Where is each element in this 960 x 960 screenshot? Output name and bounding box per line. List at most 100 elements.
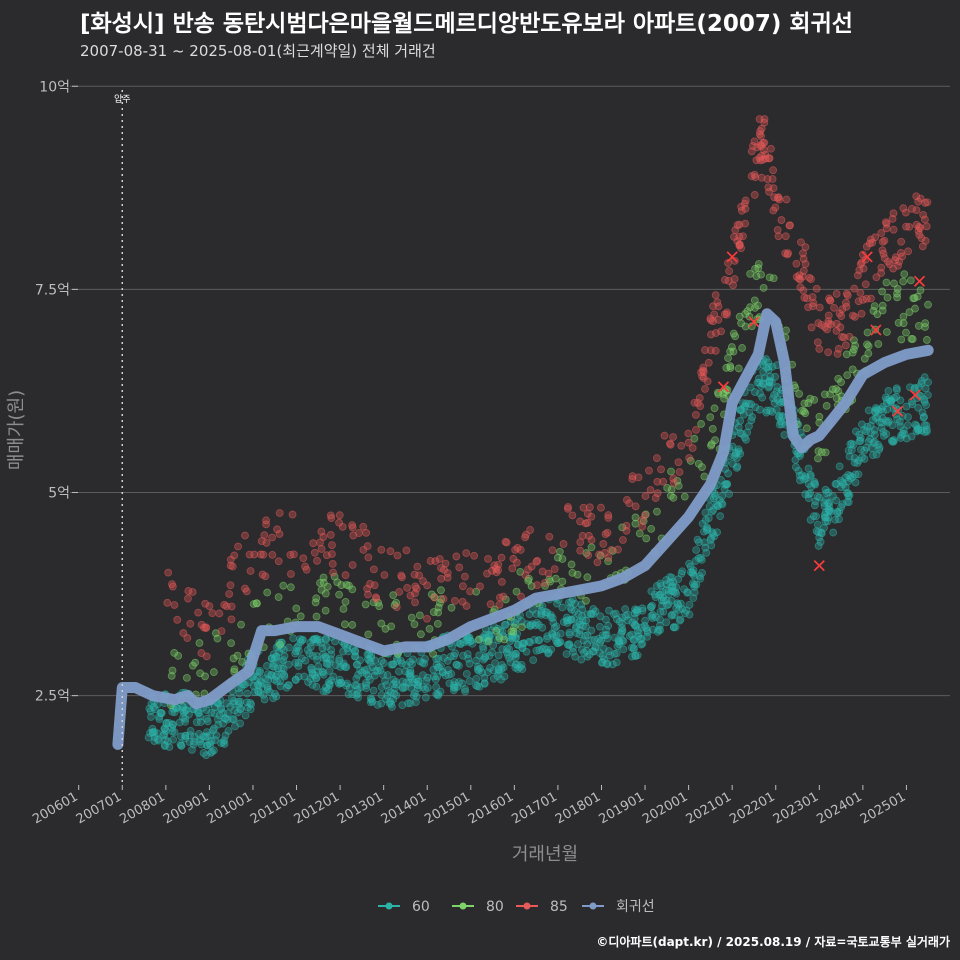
data-point-60 [870,438,879,446]
data-point-80 [804,399,813,407]
data-point-85 [815,303,824,312]
data-point-85 [751,173,760,181]
data-point-85 [508,564,517,573]
data-point-60 [465,677,474,685]
data-point-60 [413,680,422,689]
data-point-85 [877,263,886,272]
data-point-80 [795,389,803,398]
data-point-80 [906,276,915,285]
data-point-60 [868,451,877,459]
data-point-60 [276,682,285,691]
data-point-60 [555,638,564,647]
data-point-85 [322,551,331,560]
data-point-60 [326,655,335,664]
data-point-60 [759,379,768,388]
data-point-85 [737,206,746,215]
data-point-60 [724,469,733,478]
data-point-85 [200,623,208,632]
x-tick-label: 202301 [771,789,821,827]
data-point-60 [453,683,462,691]
data-point-60 [478,642,487,651]
data-point-85 [234,542,242,551]
data-point-85 [502,538,511,547]
legend-item-0[interactable]: 60 [378,899,430,915]
data-point-60 [377,699,386,708]
data-point-60 [734,445,743,454]
data-point-85 [653,489,662,498]
data-point-85 [878,246,887,255]
data-point-80 [893,293,902,302]
data-point-85 [286,551,295,559]
data-point-60 [668,610,677,619]
data-point-60 [406,699,415,708]
data-point-80 [750,296,759,305]
data-point-60 [813,520,822,529]
data-point-60 [439,654,448,662]
data-point-60 [637,640,646,649]
data-point-85 [792,272,801,281]
data-point-60 [222,699,231,708]
data-point-60 [815,493,824,502]
data-point-85 [568,511,577,520]
data-point-60 [583,652,592,661]
data-point-85 [194,608,203,617]
data-point-85 [767,144,775,153]
data-point-60 [538,623,547,632]
data-point-80 [706,413,715,422]
data-point-85 [227,615,236,624]
data-point-60 [408,675,417,683]
legend-item-3[interactable]: 회귀선 [582,899,655,915]
data-point-85 [645,466,653,475]
data-point-85 [862,294,871,303]
data-point-60 [525,610,534,619]
legend[interactable]: 60 80 85 회귀선 [378,899,655,915]
highlight-marker [726,251,738,263]
data-point-60 [443,657,452,665]
highlight-marker [870,324,882,336]
data-point-85 [275,530,284,538]
data-point-80 [802,424,811,433]
x-tick-label: 202501 [858,789,908,827]
data-point-60 [236,719,245,728]
data-point-60 [884,387,893,395]
data-point-60 [598,631,607,640]
data-point-60 [610,633,619,642]
data-point-85 [301,562,309,571]
data-point-85 [222,602,231,611]
data-point-60 [206,748,215,757]
data-point-60 [325,666,334,675]
data-point-80 [848,348,857,357]
data-point-85 [275,509,284,517]
data-point-85 [740,199,749,208]
data-point-85 [922,222,931,231]
data-point-85 [752,156,761,165]
data-point-60 [344,647,353,656]
data-point-60 [810,501,819,510]
data-point-85 [782,195,791,204]
data-point-85 [576,546,585,555]
data-point-60 [289,634,298,643]
data-point-85 [891,256,899,265]
legend-item-1[interactable]: 80 [452,899,504,915]
data-point-60 [886,396,895,405]
data-point-60 [768,407,777,416]
data-point-60 [917,377,926,385]
data-point-60 [351,652,359,661]
data-point-60 [345,683,354,692]
data-point-85 [497,577,506,586]
data-point-60 [829,528,838,537]
data-point-85 [415,571,424,580]
data-point-60 [243,689,252,698]
data-point-80 [429,608,438,616]
data-point-60 [210,709,219,718]
data-point-60 [284,681,293,689]
data-point-60 [923,391,932,399]
data-point-85 [299,554,308,563]
data-point-80 [484,637,493,646]
data-point-60 [433,672,442,681]
legend-item-2[interactable]: 85 [516,899,568,915]
data-point-60 [835,462,844,471]
data-point-60 [759,360,767,369]
data-point-85 [838,305,847,314]
data-point-85 [604,513,613,522]
